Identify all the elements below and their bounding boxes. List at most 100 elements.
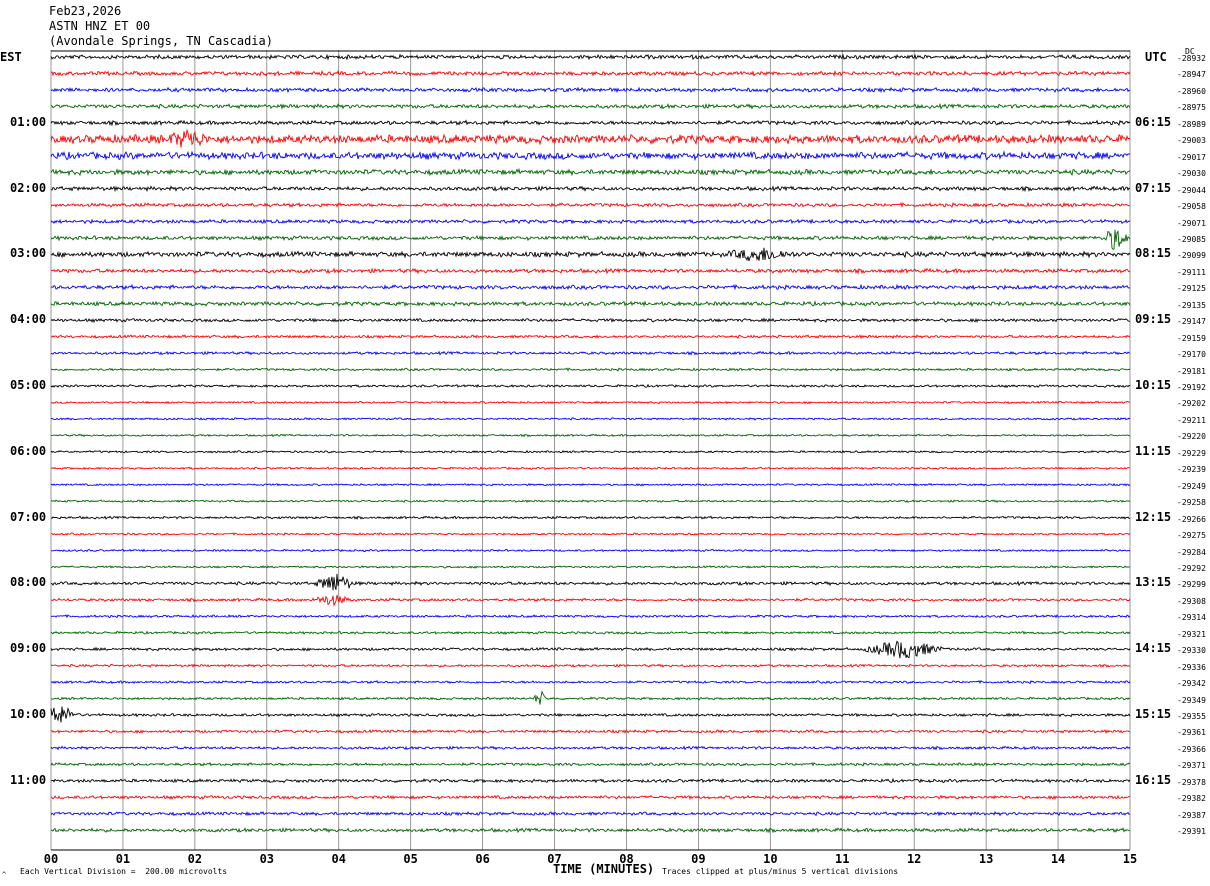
corner-mark: ^ — [2, 871, 7, 879]
trace-row-38 — [50, 679, 1131, 685]
trace-row-0 — [50, 53, 1131, 61]
trace-offset-label: -29355 — [1177, 712, 1206, 721]
x-tick-label: 12 — [906, 852, 922, 866]
trace-offset-label: -29308 — [1177, 596, 1206, 606]
x-tick-label: 00 — [43, 852, 59, 866]
trace-row-39 — [50, 690, 1131, 705]
trace-row-31 — [50, 565, 1131, 569]
x-tick-label: 05 — [403, 852, 418, 866]
x-tick-label: 09 — [691, 852, 706, 866]
trace-row-11 — [50, 229, 1131, 250]
trace-offset-label: -29371 — [1177, 761, 1206, 771]
trace-offset-label: -29342 — [1177, 679, 1206, 689]
trace-offset-label: -29249 — [1177, 481, 1206, 491]
trace-row-13 — [50, 267, 1131, 275]
header-date: Feb23,2026 — [49, 4, 122, 18]
trace-offset-label: -29044 — [1177, 185, 1206, 195]
left-time-label: 04:00 — [10, 312, 47, 327]
trace-offset-label: -29349 — [1177, 695, 1206, 705]
trace-offset-label: -29192 — [1177, 383, 1206, 392]
right-time-label: 06:15 — [1135, 114, 1172, 129]
trace-row-41 — [50, 729, 1130, 735]
right-time-label: 10:15 — [1135, 378, 1172, 392]
trace-row-47 — [50, 827, 1131, 834]
trace-row-34 — [50, 614, 1131, 619]
trace-offset-label: -29299 — [1177, 580, 1206, 590]
trace-row-42 — [50, 745, 1131, 751]
trace-row-23 — [50, 433, 1131, 438]
trace-offset-label: -28932 — [1177, 54, 1206, 63]
trace-row-3 — [50, 102, 1131, 110]
x-tick-label: 01 — [115, 852, 131, 866]
x-tick-label: 11 — [835, 852, 850, 866]
left-time-label: 11:00 — [10, 772, 47, 787]
trace-row-46 — [50, 810, 1131, 817]
trace-row-29 — [50, 532, 1131, 536]
x-tick-label: 02 — [187, 852, 203, 866]
trace-offset-label: -29181 — [1177, 366, 1206, 376]
trace-row-1 — [50, 69, 1131, 77]
left-time-label: 08:00 — [10, 575, 47, 590]
left-time-label: 03:00 — [10, 246, 47, 261]
trace-offset-label: -29003 — [1177, 136, 1206, 146]
trace-offset-label: -29275 — [1177, 531, 1206, 541]
left-time-label: 09:00 — [10, 641, 47, 656]
trace-row-16 — [50, 317, 1131, 323]
trace-offset-label: -29284 — [1177, 547, 1206, 557]
trace-offset-label: -28989 — [1177, 119, 1206, 129]
x-tick-label: 08 — [619, 852, 634, 866]
trace-offset-label: -29125 — [1177, 284, 1206, 294]
trace-row-30 — [50, 548, 1131, 553]
trace-row-17 — [50, 334, 1131, 340]
trace-row-14 — [50, 283, 1131, 291]
trace-offset-label: -29366 — [1177, 744, 1206, 754]
clip-note: Traces clipped at plus/minus 5 vertical … — [662, 867, 899, 876]
trace-row-33 — [50, 594, 1131, 607]
right-time-label: 11:15 — [1135, 443, 1172, 458]
seismic-traces — [50, 53, 1131, 834]
trace-row-10 — [50, 218, 1131, 225]
trace-row-36 — [50, 640, 1131, 659]
left-timezone-label: EST — [0, 50, 22, 64]
trace-offset-label: -29017 — [1177, 152, 1206, 162]
trace-offset-label: -29147 — [1177, 317, 1206, 327]
left-time-label: 07:00 — [10, 509, 47, 524]
trace-row-37 — [50, 663, 1131, 668]
trace-row-44 — [50, 777, 1131, 784]
trace-row-7 — [50, 167, 1131, 177]
trace-offset-label: -29229 — [1177, 448, 1206, 458]
trace-offset-label: -29170 — [1177, 350, 1206, 360]
trace-offset-label: -29058 — [1177, 202, 1206, 212]
trace-row-28 — [50, 515, 1131, 520]
trace-row-35 — [50, 630, 1131, 635]
trace-offset-label: -28947 — [1177, 70, 1206, 80]
trace-row-32 — [50, 573, 1131, 591]
left-time-label: 06:00 — [10, 443, 47, 458]
trace-row-8 — [50, 185, 1131, 193]
x-tick-label: 06 — [475, 852, 490, 866]
trace-row-40 — [50, 706, 1131, 723]
trace-offset-label: -29085 — [1177, 234, 1206, 244]
trace-row-20 — [50, 383, 1131, 389]
right-time-label: 13:15 — [1135, 575, 1172, 590]
trace-row-22 — [50, 417, 1131, 421]
trace-row-26 — [50, 482, 1131, 487]
dc-label: DC — [1185, 47, 1195, 56]
right-time-label: 07:15 — [1135, 180, 1172, 195]
trace-row-15 — [50, 300, 1131, 308]
trace-offset-label: -29361 — [1177, 728, 1206, 738]
x-tick-label: 07 — [547, 852, 562, 866]
trace-row-18 — [50, 350, 1131, 356]
header-location: (Avondale Springs, TN Cascadia) — [49, 34, 273, 48]
left-time-label: 10:00 — [10, 707, 47, 721]
right-time-label: 12:15 — [1135, 509, 1172, 524]
trace-offset-label: -29239 — [1177, 465, 1206, 475]
trace-row-24 — [50, 449, 1131, 454]
trace-row-4 — [50, 119, 1131, 127]
right-time-label: 15:15 — [1135, 707, 1172, 721]
left-time-label: 01:00 — [10, 114, 47, 129]
trace-offset-label: -29135 — [1177, 300, 1206, 310]
scale-note: Each Vertical Division = 200.00 microvol… — [20, 867, 228, 876]
trace-offset-label: -29387 — [1177, 810, 1206, 820]
